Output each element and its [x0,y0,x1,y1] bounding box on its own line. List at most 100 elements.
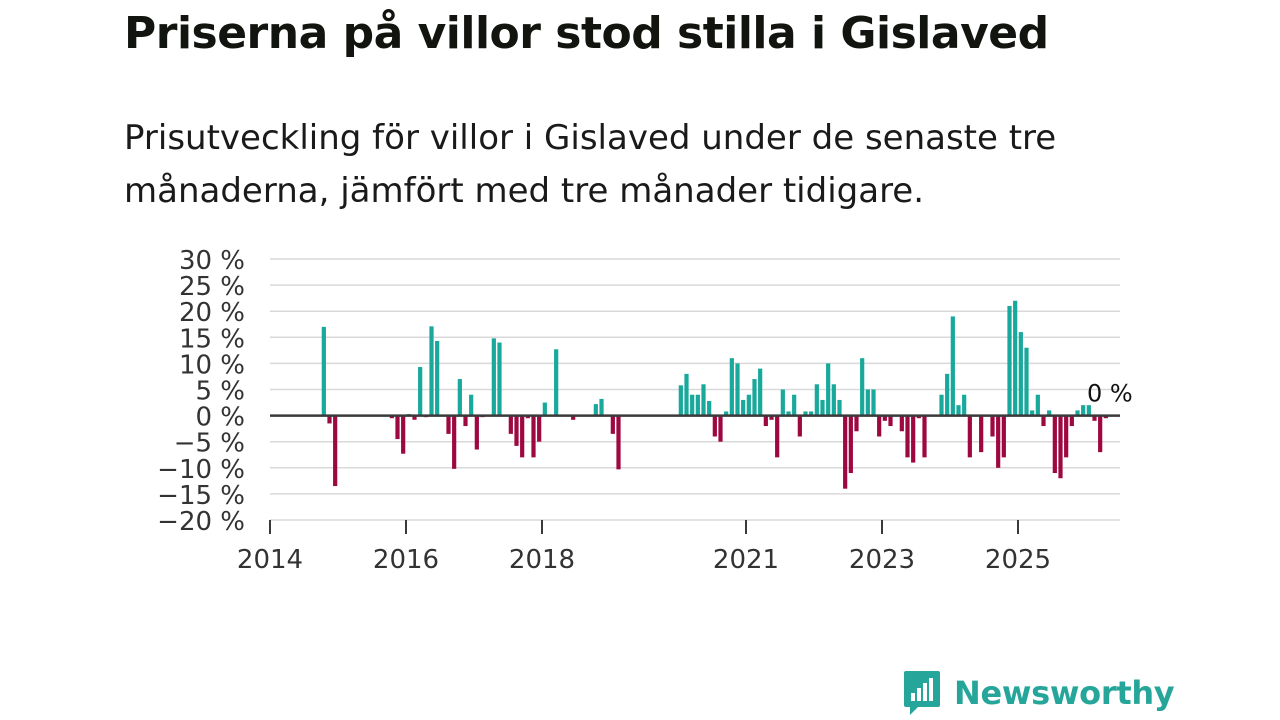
bar [888,415,893,427]
bar [831,384,836,416]
bar [1018,332,1023,416]
bar [877,415,882,437]
bar [718,415,723,442]
bar [474,415,479,450]
bar [321,326,326,416]
x-tick-label: 2018 [509,545,575,575]
y-tick-label: −10 % [157,455,245,485]
y-tick-label: 30 % [179,246,245,276]
bar [797,415,802,437]
bar [803,411,808,416]
bar [1092,415,1097,421]
bar [990,415,995,437]
bar [996,415,1001,468]
bar [945,373,950,416]
bar [820,399,825,416]
bar [514,415,519,446]
bar [712,415,717,437]
bar [412,415,417,420]
bar [1103,415,1108,419]
bar [571,415,576,420]
bar [967,415,972,458]
bar [939,394,944,416]
bar [758,368,763,416]
bar [1069,415,1074,427]
bar [690,394,695,416]
x-axis: 2014 2016 2018 2021 2023 2025 [237,520,1051,575]
bar [446,415,451,434]
bar [1013,300,1018,416]
bar [707,400,712,416]
y-tick-label: 25 % [179,272,245,302]
bar [469,394,474,416]
bar [616,415,621,470]
bar [678,385,683,416]
y-tick-label: 20 % [179,298,245,328]
bar [792,394,797,416]
bar [950,316,955,416]
bar [899,415,904,432]
bar [752,379,757,416]
bar [916,415,921,419]
bar [525,415,530,419]
bar [401,415,406,454]
bar [1081,405,1086,416]
last-value-label: 0 % [1087,380,1133,408]
bar [826,363,831,416]
bar [763,415,768,427]
bar-series [321,300,1108,489]
y-tick-label: 0 % [195,403,245,433]
y-tick-label: 15 % [179,324,245,354]
chart-subtitle: Prisutveckling för villor i Gislaved und… [124,118,1057,211]
bar [452,415,457,469]
bar [542,402,547,416]
y-tick-label: −15 % [157,481,245,511]
bar [520,415,525,458]
y-tick-label: 10 % [179,350,245,380]
bar [554,349,559,416]
bar [1086,405,1091,416]
x-tick-label: 2014 [237,545,303,575]
annotations: 0 % [1087,380,1133,408]
y-axis: 30 %25 %20 %15 %10 %5 %0 %−5 %−10 %−15 %… [157,246,245,537]
y-tick-label: −5 % [174,429,245,459]
bar [593,404,598,416]
bar [780,389,785,416]
bar [429,326,434,416]
bar [956,405,961,416]
y-tick-label: 5 % [195,377,245,407]
bar [1058,415,1063,479]
bar [435,340,440,416]
bar [1098,415,1103,453]
bar [1030,410,1035,416]
newsworthy-logo: Newsworthy [902,669,1175,717]
bar [775,415,780,458]
bar [769,415,774,420]
bar [1064,415,1069,458]
bar [882,415,887,421]
bar [741,399,746,416]
bar [911,415,916,463]
bar [860,358,865,416]
bar [786,411,791,416]
bar [610,415,615,434]
bar [497,342,502,416]
bar [729,358,734,416]
bar [1041,415,1046,427]
bar [1075,410,1080,416]
x-tick-label: 2023 [849,545,915,575]
x-tick-label: 2016 [373,545,439,575]
chart-title: Priserna på villor stod stilla i Gislave… [124,8,1049,59]
x-tick-label: 2021 [713,545,779,575]
brand-name: Newsworthy [954,674,1175,712]
x-tick-label: 2025 [985,545,1051,575]
grid-lines [270,258,1120,521]
bar [1035,394,1040,416]
bar [837,399,842,416]
bar [962,394,967,416]
bar [1024,347,1029,416]
bar [491,338,496,416]
bar [843,415,848,489]
bar [735,363,740,416]
